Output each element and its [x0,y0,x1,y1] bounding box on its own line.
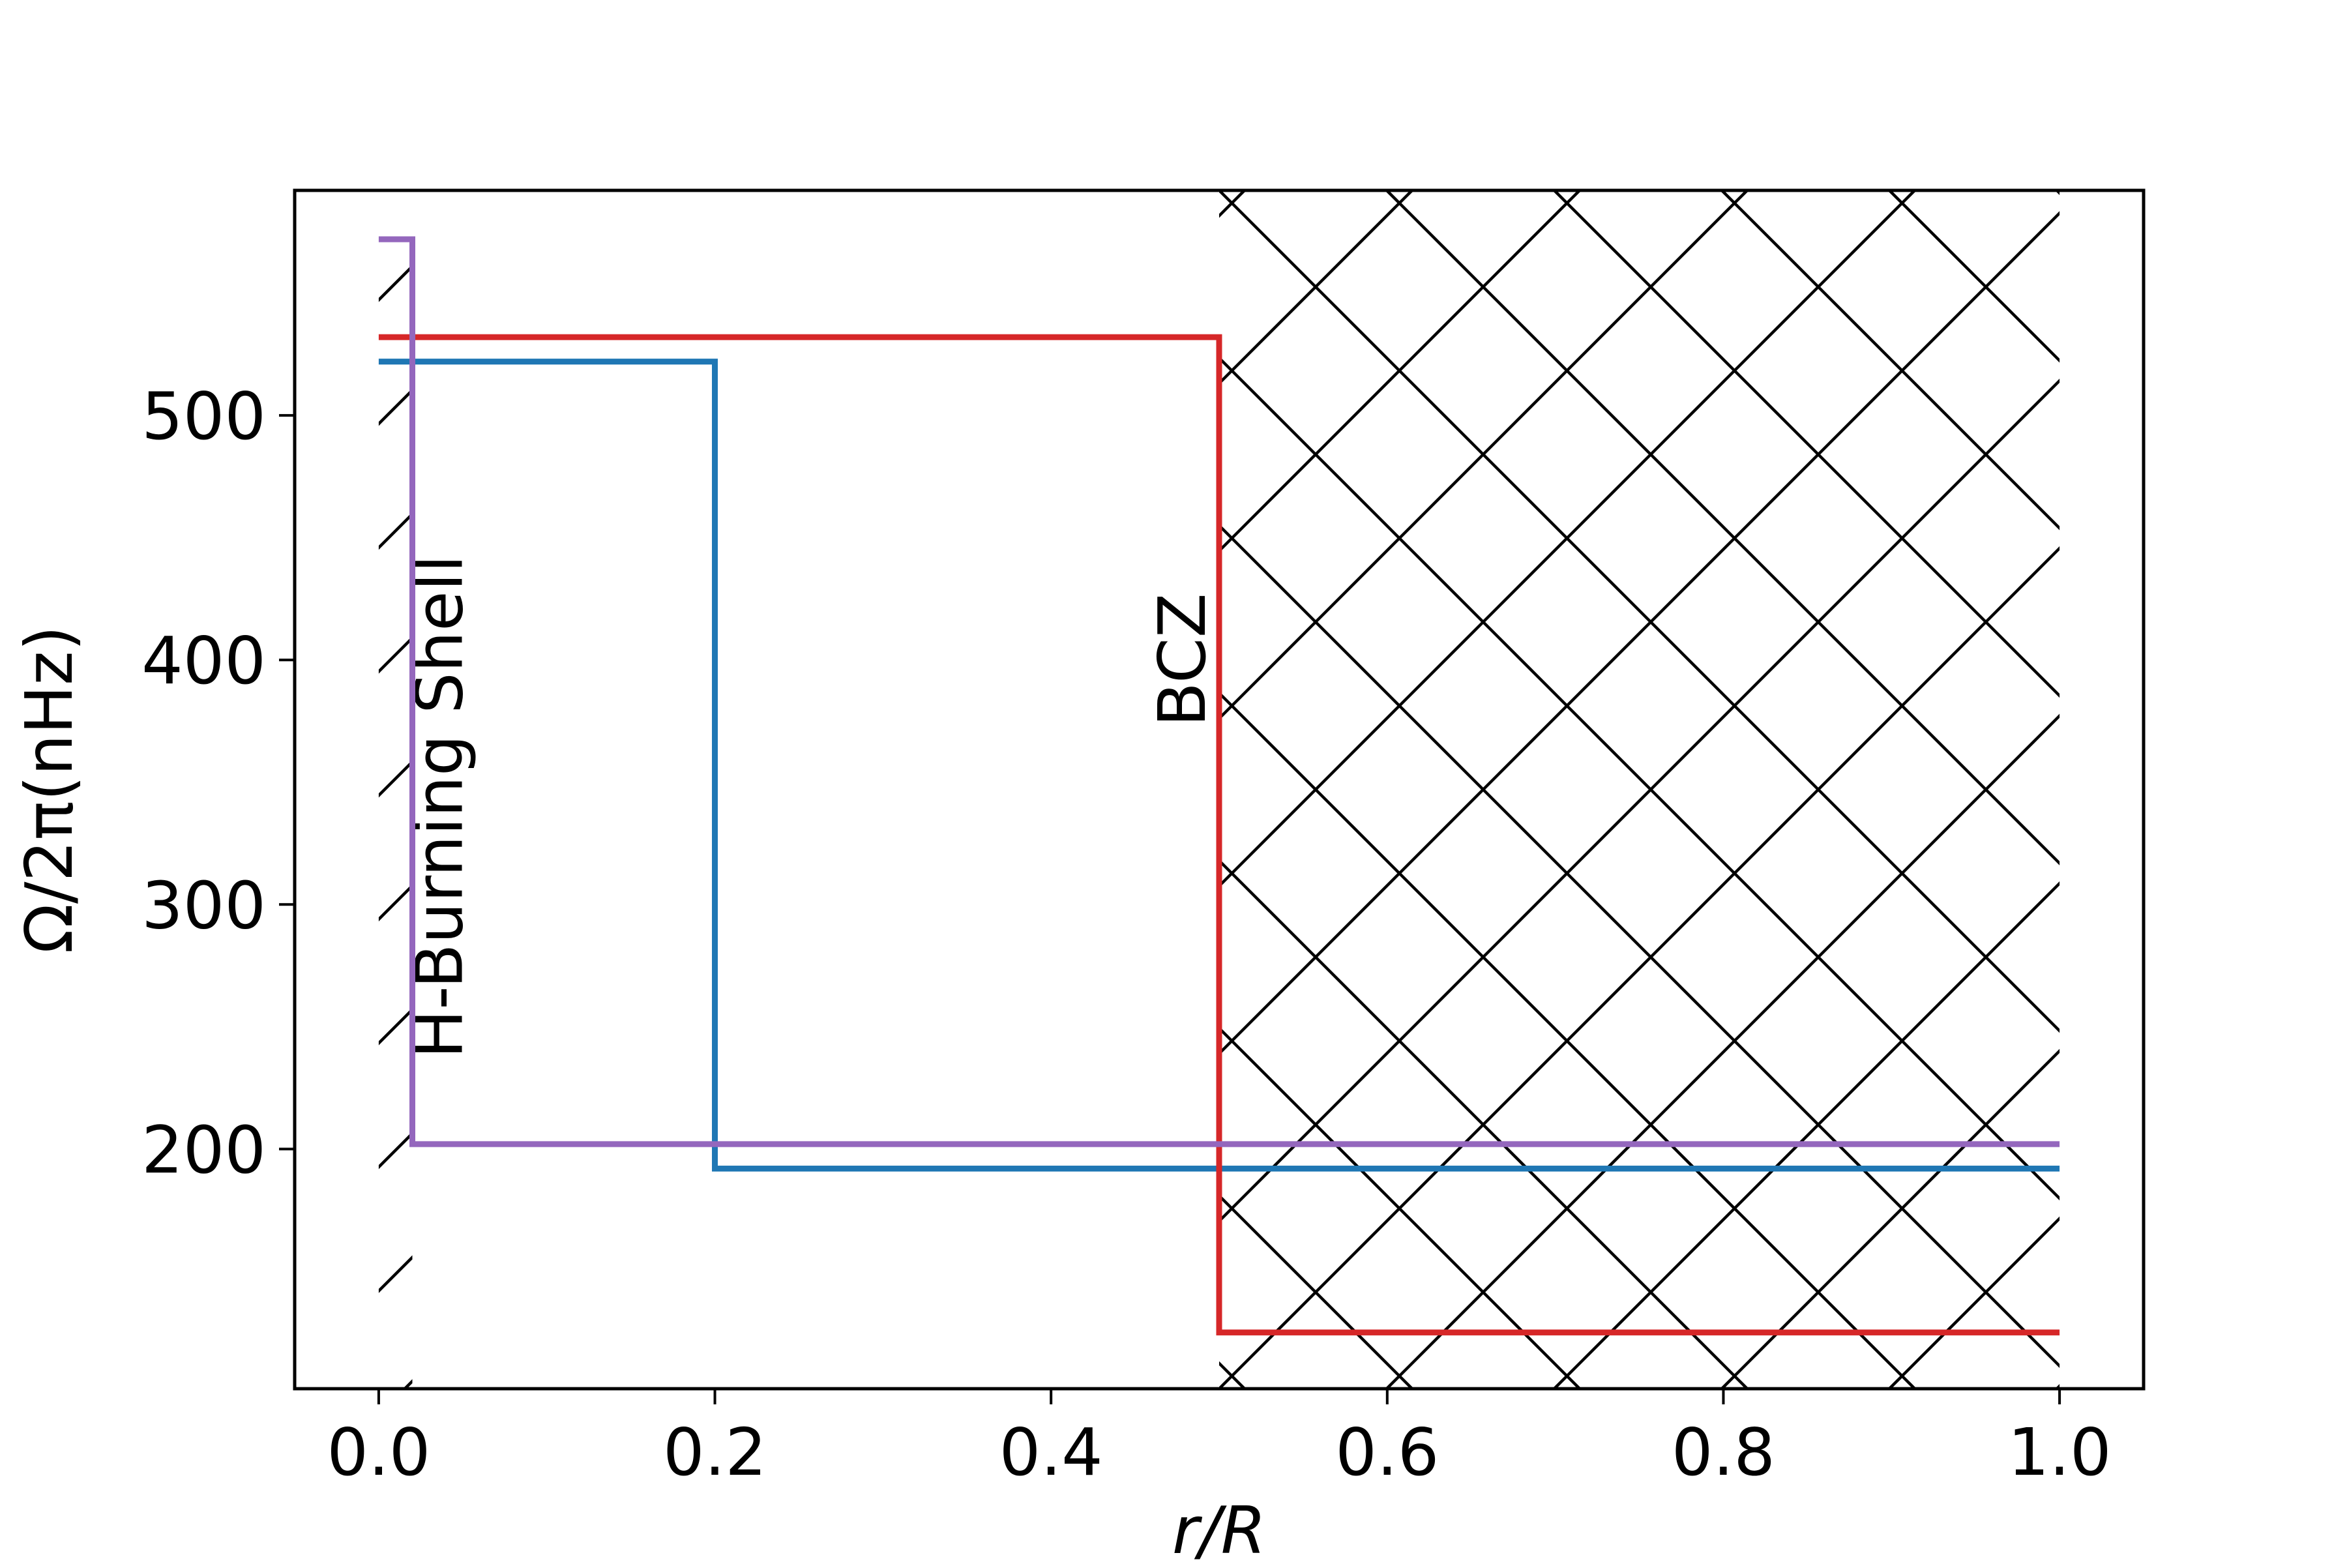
y-tick-label: 400 [141,623,266,699]
hatched-region-1: H-Burning Shell [378,264,477,1389]
region-label-2: BCZ [1144,593,1220,727]
x-tick-label: 1.0 [2008,1414,2112,1490]
x-tick-label: 0.4 [999,1414,1103,1490]
x-axis-label: r/R [1172,1492,1266,1565]
y-tick-label: 300 [141,867,266,943]
series-line-1 [378,359,2060,1172]
series-line-3 [378,236,2060,1147]
x-tick-label: 0.2 [663,1414,767,1490]
y-tick-label: 200 [141,1112,266,1188]
y-axis-label: Ω/2π(nHz) [11,625,87,953]
y-tick-label: 500 [141,378,266,454]
hatched-region-2: BCZ [1144,190,2060,1389]
x-tick-label: 0.8 [1672,1414,1775,1490]
plot-frame [293,188,2146,1391]
x-tick-label: 0.6 [1335,1414,1439,1490]
x-tick-label: 0.0 [327,1414,430,1490]
series-line-2 [378,334,2060,1336]
